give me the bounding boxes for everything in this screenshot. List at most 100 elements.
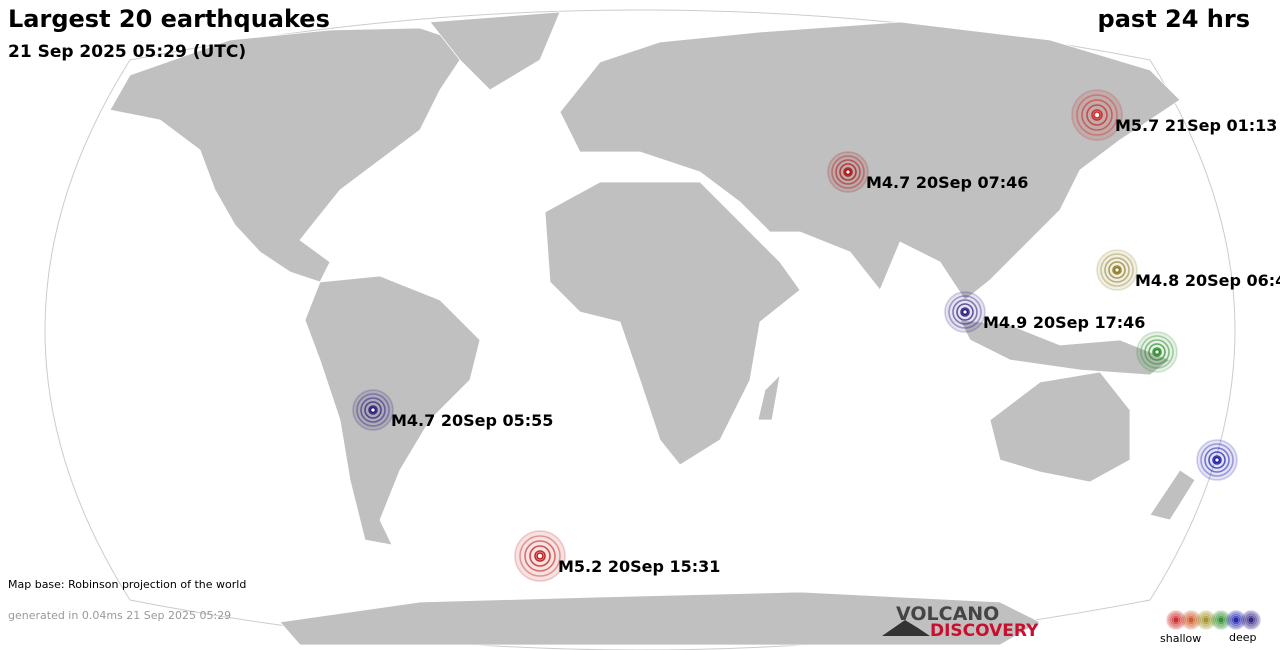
quake-center	[1204, 618, 1208, 622]
quake-center	[1174, 618, 1178, 622]
quake-ring	[1144, 339, 1170, 365]
southeast-asia-islands	[959, 319, 1171, 376]
quake-center	[1213, 456, 1221, 464]
eurasia	[559, 21, 1181, 301]
quake-ring	[1148, 343, 1166, 361]
quake-ring	[534, 550, 546, 562]
generated: generated in 0.04ms 21 Sep 2025 05:29	[8, 609, 231, 622]
quake-ring	[1198, 611, 1215, 628]
quake-ring	[1081, 99, 1113, 131]
quake-center	[1113, 266, 1121, 274]
logo-mountain	[882, 620, 930, 636]
legend-shallow: shallow	[1160, 632, 1201, 645]
quake-ring	[1086, 104, 1108, 126]
quake-ring	[1213, 611, 1230, 628]
quake-ring	[1140, 335, 1174, 369]
quake-ring	[1152, 347, 1162, 357]
quake-ring	[1229, 613, 1243, 627]
quake-ring	[1183, 611, 1200, 628]
quake-ring	[1112, 265, 1122, 275]
quake-ring	[1214, 613, 1228, 627]
quake-center	[1219, 618, 1223, 622]
quake-center	[1189, 618, 1193, 622]
quake-label: M4.7 20Sep 05:55	[391, 411, 553, 430]
quake-ring	[1244, 613, 1258, 627]
quake-ring	[1184, 613, 1198, 627]
quake-ring	[1231, 615, 1241, 625]
quake-ring	[835, 159, 861, 185]
quake-marker	[827, 151, 869, 193]
quake-marker	[1071, 89, 1123, 141]
quake-ring	[1168, 611, 1185, 628]
quake-ring	[948, 295, 982, 329]
new-zealand	[1149, 469, 1196, 521]
south-america	[304, 275, 481, 546]
quake-label: M4.9 20Sep 17:46	[983, 313, 1145, 332]
quake-ring	[1204, 447, 1230, 473]
north-america	[109, 27, 471, 283]
quake-center	[844, 168, 852, 176]
legend-deep: deep	[1229, 631, 1257, 644]
africa	[544, 181, 801, 466]
quake-label: M5.2 20Sep 15:31	[558, 557, 720, 576]
quake-ring	[952, 299, 978, 325]
quake-ring	[364, 401, 382, 419]
quake-ring	[360, 397, 386, 423]
greenland	[429, 11, 561, 91]
quake-ring	[1212, 455, 1222, 465]
quake-ring	[839, 163, 857, 181]
quake-center	[369, 406, 377, 414]
quake-ring	[1104, 257, 1130, 283]
quake-ring	[1228, 611, 1245, 628]
antarctica	[279, 591, 1041, 646]
australia	[989, 371, 1131, 483]
quake-ring	[1186, 615, 1196, 625]
title: Largest 20 earthquakes	[8, 5, 330, 33]
quake-ring	[1091, 109, 1103, 121]
quake-ring	[1171, 615, 1181, 625]
logo-line2: DISCOVERY	[930, 621, 1039, 641]
legend: shallow deep	[1160, 610, 1261, 645]
quake-ring	[519, 535, 561, 577]
quake-ring	[960, 307, 970, 317]
timestamp: 21 Sep 2025 05:29 (UTC)	[8, 42, 246, 62]
earthquakes: M5.7 21Sep 01:13 M4.7 20Sep 07:46 M4.8 20S…	[352, 89, 1280, 582]
quake-ring	[1108, 261, 1126, 279]
quake-ring	[1246, 615, 1256, 625]
quake-marker	[514, 530, 566, 582]
logo-line1: VOLCANO	[896, 603, 999, 625]
quake-ring	[356, 393, 390, 427]
quake-ring	[1208, 451, 1226, 469]
quake-ring	[1169, 613, 1183, 627]
logo: VOLCANO DISCOVERY	[882, 603, 1039, 641]
madagascar	[757, 373, 781, 421]
quake-center	[1153, 348, 1161, 356]
quake-ring	[368, 405, 378, 415]
map-base: Map base: Robinson projection of the wor…	[8, 578, 246, 591]
quake-ring	[1076, 94, 1118, 136]
quake-ring	[529, 545, 551, 567]
quake-ring	[1199, 613, 1213, 627]
quake-ring	[1201, 615, 1211, 625]
landmasses	[109, 11, 1196, 646]
quake-marker	[1136, 331, 1178, 373]
quake-ring	[831, 155, 865, 189]
quake-center	[536, 552, 544, 560]
quake-center	[1093, 111, 1101, 119]
quake-label: M5.7 21Sep 01:13	[1115, 116, 1277, 135]
quake-center	[1249, 618, 1253, 622]
quake-ring	[1100, 253, 1134, 287]
quake-marker	[1096, 249, 1138, 291]
quake-marker	[1196, 439, 1238, 481]
quake-ring	[524, 540, 556, 572]
quake-ring	[1200, 443, 1234, 477]
quake-center	[1234, 618, 1238, 622]
quake-label: M4.7 20Sep 07:46	[866, 173, 1028, 192]
period: past 24 hrs	[1098, 5, 1250, 33]
quake-ring	[956, 303, 974, 321]
quake-ring	[1216, 615, 1226, 625]
quake-center	[961, 308, 969, 316]
quake-marker	[352, 389, 394, 431]
quake-label: M4.8 20Sep 06:49	[1135, 271, 1280, 290]
